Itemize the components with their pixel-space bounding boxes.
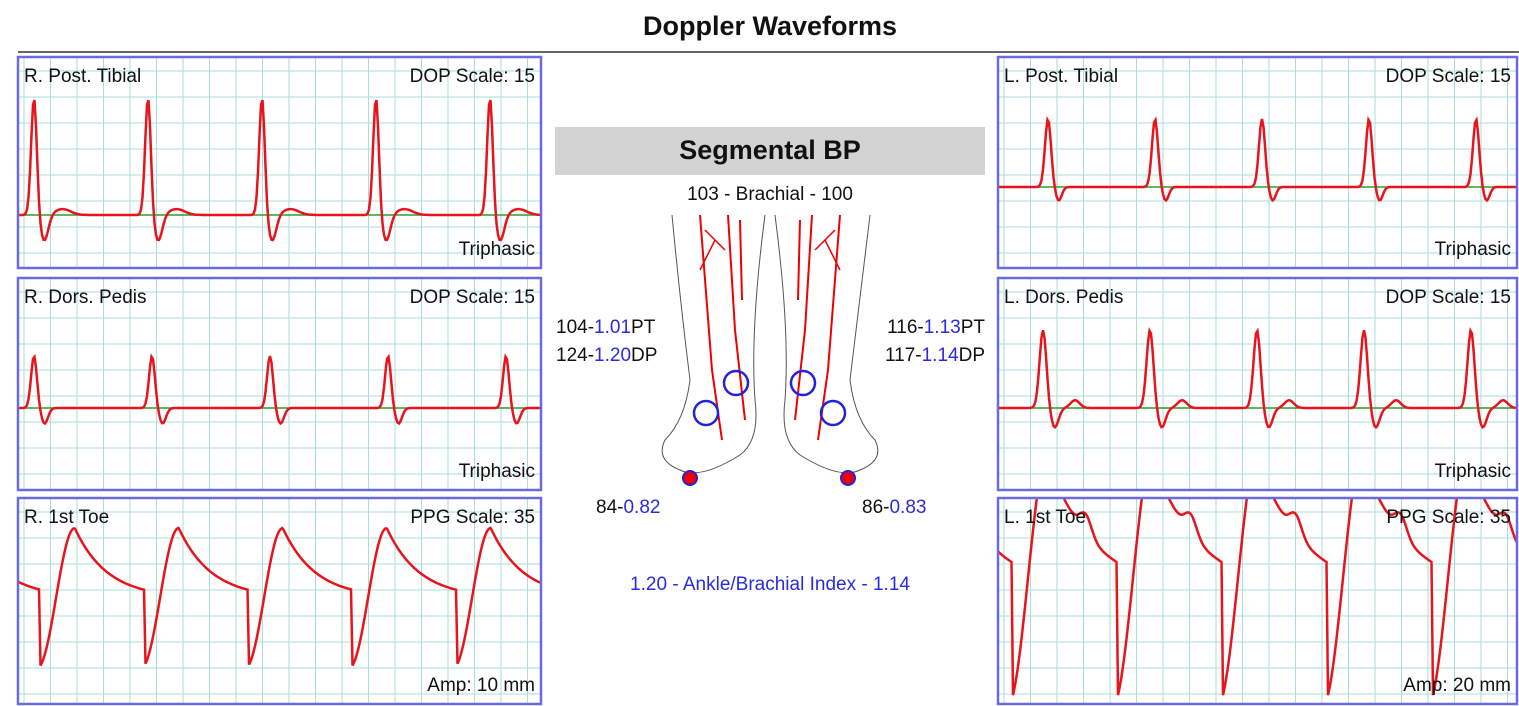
pressure: 124- bbox=[556, 345, 594, 366]
brachial-line: 103 - Brachial - 100 bbox=[687, 184, 853, 205]
waveform bbox=[18, 353, 540, 426]
panel-note: Triphasic bbox=[1435, 461, 1511, 482]
left-pt: 116-1.13PT bbox=[887, 317, 985, 338]
site: PT bbox=[631, 317, 656, 338]
waveform-panel bbox=[18, 498, 541, 704]
panel-scale: DOP Scale: 15 bbox=[410, 66, 535, 87]
pressure: 117- bbox=[885, 345, 922, 366]
index: 1.13 bbox=[924, 317, 961, 338]
waveform bbox=[998, 498, 1517, 696]
panel-note: Amp: 20 mm bbox=[1403, 675, 1511, 696]
index: 0.83 bbox=[889, 497, 926, 518]
panel-scale: DOP Scale: 15 bbox=[410, 287, 535, 308]
panel-note: Triphasic bbox=[1435, 239, 1511, 260]
panel-border bbox=[996, 55, 1519, 270]
index: 1.20 bbox=[594, 345, 631, 366]
panel-border bbox=[996, 496, 1519, 706]
bp-header bbox=[555, 127, 985, 175]
panel-scale: DOP Scale: 15 bbox=[1386, 287, 1511, 308]
panel-scale: PPG Scale: 35 bbox=[410, 507, 535, 528]
panel-label: L. Post. Tibial bbox=[1004, 66, 1118, 87]
abi-left: 1.14 bbox=[873, 574, 910, 595]
page-title: Doppler Waveforms bbox=[643, 11, 897, 41]
abi-line: 1.20 - Ankle/Brachial Index - 1.14 bbox=[630, 574, 910, 595]
waveform-panel bbox=[18, 57, 541, 268]
left-toe: 86-0.83 bbox=[862, 497, 926, 518]
panel-border bbox=[16, 55, 543, 270]
panel-label: R. Dors. Pedis bbox=[24, 287, 146, 308]
right-toe: 84-0.82 bbox=[596, 497, 660, 518]
waveform-panel bbox=[998, 57, 1517, 268]
panel-note: Triphasic bbox=[459, 461, 535, 482]
index: 1.01 bbox=[594, 317, 631, 338]
index: 1.14 bbox=[922, 345, 959, 366]
panel-border bbox=[996, 276, 1519, 492]
waveform bbox=[18, 526, 541, 667]
site: PT bbox=[961, 317, 986, 338]
panel-label: R. Post. Tibial bbox=[24, 66, 141, 87]
waveform bbox=[998, 326, 1517, 430]
waveform-panel bbox=[18, 278, 541, 490]
site: DP bbox=[959, 345, 985, 366]
pressure: 86- bbox=[862, 497, 889, 518]
brachial-right: 103 bbox=[687, 184, 719, 205]
panel-note: Amp: 10 mm bbox=[427, 675, 535, 696]
site: DP bbox=[631, 345, 657, 366]
panel-scale: PPG Scale: 35 bbox=[1386, 507, 1511, 528]
panel-label: R. 1st Toe bbox=[24, 507, 109, 528]
panel-scale: DOP Scale: 15 bbox=[1386, 66, 1511, 87]
waveform-panel bbox=[998, 278, 1517, 490]
abi-right: 1.20 bbox=[630, 574, 667, 595]
panel-note: Triphasic bbox=[459, 239, 535, 260]
waveform-panel bbox=[998, 498, 1517, 704]
brachial-label: - Brachial - bbox=[724, 184, 816, 205]
left-dp: 117-1.14DP bbox=[885, 345, 985, 366]
index: 0.82 bbox=[623, 497, 660, 518]
pressure: 116- bbox=[887, 317, 924, 338]
panel-border bbox=[16, 496, 543, 706]
waveform bbox=[998, 115, 1517, 203]
right-pt: 104-1.01PT bbox=[556, 317, 656, 338]
panel-label: L. Dors. Pedis bbox=[1004, 287, 1123, 308]
abi-label: - Ankle/Brachial Index - bbox=[672, 574, 867, 595]
pressure: 84- bbox=[596, 497, 623, 518]
waveform bbox=[18, 99, 541, 242]
panel-label: L. 1st Toe bbox=[1004, 507, 1086, 528]
right-dp: 124-1.20DP bbox=[556, 345, 657, 366]
pressure: 104- bbox=[556, 317, 594, 338]
panel-border bbox=[16, 276, 543, 492]
legs-illustration bbox=[661, 214, 879, 486]
bp-title: Segmental BP bbox=[679, 135, 861, 165]
brachial-left: 100 bbox=[821, 184, 853, 205]
